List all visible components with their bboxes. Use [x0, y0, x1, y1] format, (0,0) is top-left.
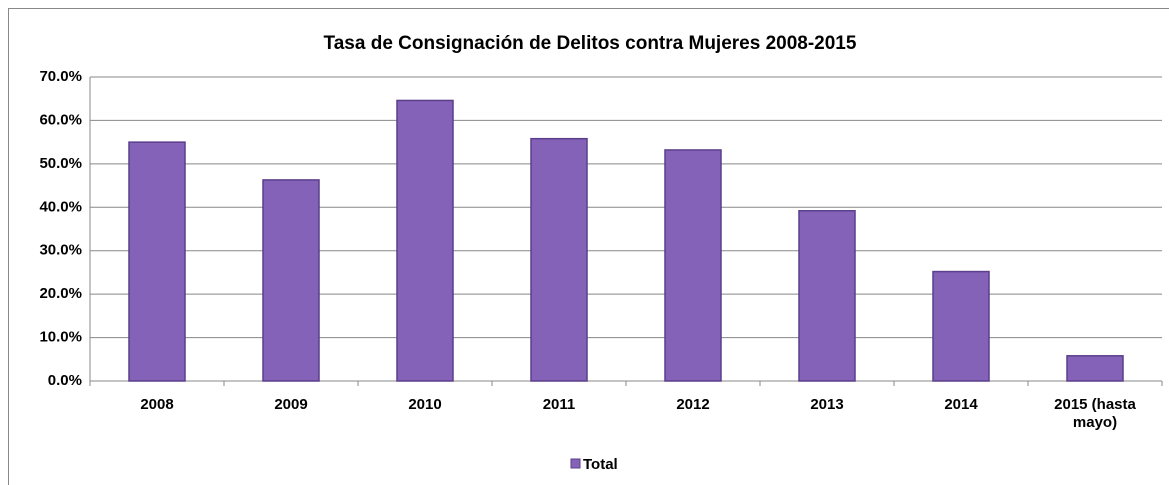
- bar: [262, 179, 320, 382]
- bar: [396, 99, 454, 382]
- x-tick-label: 2009: [274, 396, 308, 413]
- x-tick-label: 2011: [542, 396, 576, 413]
- y-tick-label: 40.0%: [39, 198, 82, 215]
- y-tick-label: 60.0%: [39, 111, 82, 128]
- x-tick-label: 2010: [408, 396, 442, 413]
- y-tick-label: 30.0%: [39, 242, 82, 259]
- y-tick-label: 50.0%: [39, 155, 82, 172]
- legend-label: Total: [583, 456, 618, 473]
- x-tick-label: 2012: [676, 396, 710, 413]
- bar: [798, 210, 856, 382]
- bar: [932, 270, 990, 382]
- chart-frame: [8, 8, 1169, 485]
- y-tick-label: 20.0%: [39, 285, 82, 302]
- bar: [1066, 355, 1124, 382]
- bar: [530, 137, 588, 382]
- x-tick-label: 2014: [944, 396, 978, 413]
- x-tick-label: 2013: [810, 396, 844, 413]
- y-tick-label: 0.0%: [48, 372, 82, 389]
- legend-swatch: [570, 458, 581, 469]
- bar: [128, 141, 186, 382]
- y-tick-label: 70.0%: [39, 68, 82, 85]
- bar: [664, 149, 722, 382]
- chart-title: Tasa de Consignación de Delitos contra M…: [324, 33, 857, 54]
- x-tick-label: 2015 (hasta mayo): [1054, 396, 1136, 431]
- y-tick-label: 10.0%: [39, 329, 82, 346]
- x-tick-label: 2008: [140, 396, 174, 413]
